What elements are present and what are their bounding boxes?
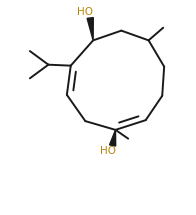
Text: HO: HO [77, 7, 93, 17]
Text: HO: HO [100, 146, 116, 156]
Polygon shape [110, 130, 116, 146]
Polygon shape [87, 18, 93, 40]
